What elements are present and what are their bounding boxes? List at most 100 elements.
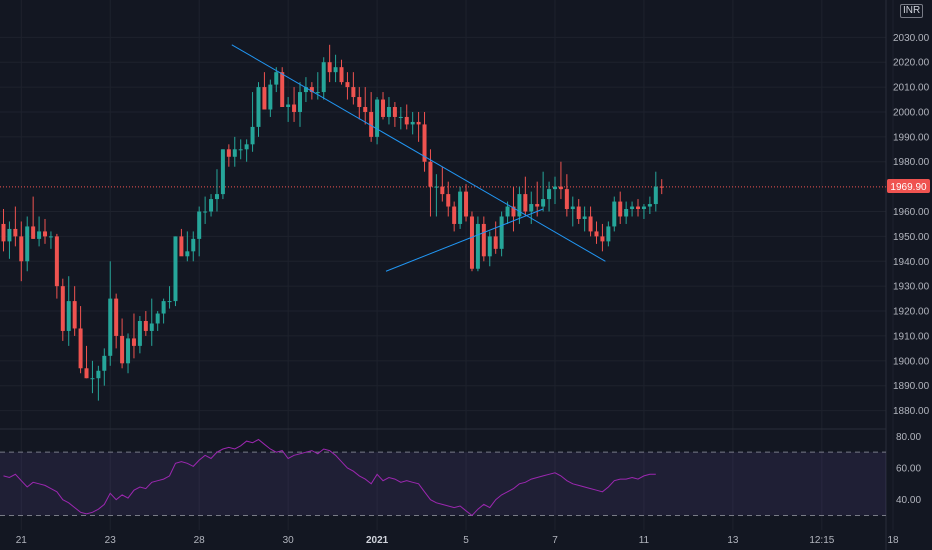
price-tick-label: 1910.00 — [893, 331, 930, 342]
time-tick-label: 18 — [887, 535, 899, 546]
candle-body — [452, 206, 457, 224]
candle-body — [209, 199, 214, 212]
candle-body — [434, 186, 439, 188]
candle-body — [345, 82, 350, 88]
candle-body — [641, 206, 646, 210]
candles — [1, 44, 664, 401]
time-tick-label: 5 — [463, 535, 469, 546]
candle-body — [149, 323, 154, 331]
price-tick-label: 2010.00 — [893, 83, 930, 94]
candle-body — [392, 107, 397, 117]
candle-body — [155, 313, 160, 324]
candle-body — [1, 223, 6, 242]
last-price-label: 1969.90 — [887, 179, 930, 193]
candle-body — [54, 236, 59, 287]
candle-body — [588, 216, 593, 232]
candle-body — [647, 204, 652, 207]
candle-body — [499, 216, 504, 249]
candle-body — [410, 121, 415, 125]
candle-body — [624, 209, 629, 217]
time-tick-label: 13 — [727, 535, 739, 546]
candle-body — [600, 236, 605, 242]
candle-body — [422, 124, 427, 162]
candle-body — [612, 201, 617, 227]
candle-body — [404, 116, 409, 125]
candle-body — [618, 201, 623, 217]
candle-body — [137, 321, 142, 346]
time-tick-label: 23 — [105, 535, 117, 546]
candle-body — [576, 206, 581, 219]
price-tick-label: 2000.00 — [893, 107, 930, 118]
candle-body — [214, 194, 219, 200]
trendlines[interactable] — [231, 44, 606, 272]
time-tick-label: 12:15 — [809, 535, 834, 546]
candle-body — [96, 370, 101, 379]
candle-body — [487, 236, 492, 257]
candle-body — [339, 67, 344, 83]
candle-body — [375, 99, 380, 137]
candle-body — [381, 99, 386, 117]
trendline-support[interactable] — [385, 208, 544, 272]
candle-body — [481, 223, 486, 257]
candle-body — [226, 149, 231, 157]
candle-body — [570, 206, 575, 210]
candle-body — [535, 204, 540, 207]
candle-body — [659, 186, 664, 188]
candle-body — [244, 144, 249, 150]
last-price-badge — [887, 179, 930, 193]
candle-body — [48, 236, 53, 238]
candle-body — [517, 194, 522, 217]
trendline-resistance[interactable] — [231, 44, 606, 262]
last-price-text: 1969.90 — [890, 182, 927, 193]
candle-body — [31, 226, 36, 239]
candle-body — [268, 84, 273, 110]
candle-body — [197, 211, 202, 239]
time-tick-label: 21 — [16, 535, 28, 546]
price-tick-label: 1940.00 — [893, 257, 930, 268]
time-axis[interactable]: 21 23 28 30 2021 5 7 11 13 12:15 18 — [16, 535, 899, 546]
price-tick-label: 1880.00 — [893, 406, 930, 417]
candle-body — [606, 226, 611, 242]
time-tick-label: 2021 — [366, 535, 389, 546]
candle-body — [558, 186, 563, 190]
candle-body — [102, 355, 107, 371]
candle-body — [203, 211, 208, 213]
candle-body — [19, 236, 24, 262]
candle-body — [274, 72, 279, 85]
rsi-axis[interactable]: 80.00 60.00 40.00 — [896, 432, 921, 506]
candle-body — [84, 368, 89, 379]
candle-body — [523, 194, 528, 212]
candle-body — [108, 298, 113, 356]
candle-body — [298, 92, 302, 112]
price-axis[interactable]: 2030.00 2020.00 2010.00 2000.00 1990.00 1980.… — [893, 33, 930, 417]
candle-body — [161, 301, 166, 314]
currency-badge[interactable]: INR — [900, 4, 924, 18]
candle-body — [126, 338, 131, 364]
candle-body — [43, 231, 48, 237]
candle-body — [13, 228, 18, 237]
candle-body — [552, 186, 557, 190]
price-tick-label: 1950.00 — [893, 232, 930, 243]
candle-body — [440, 186, 445, 195]
candle-body — [398, 116, 403, 118]
candle-body — [232, 149, 237, 157]
candle-body — [292, 104, 297, 112]
candle-body — [511, 206, 516, 217]
candle-body — [250, 126, 255, 145]
price-tick-label: 1990.00 — [893, 132, 930, 143]
candle-body — [582, 216, 587, 219]
candle-body — [464, 191, 469, 217]
candle-body — [280, 72, 285, 107]
time-tick-label: 11 — [639, 535, 650, 546]
price-tick-label: 2030.00 — [893, 33, 930, 44]
candle-body — [493, 236, 498, 249]
price-tick-label: 1900.00 — [893, 356, 930, 367]
candle-body — [131, 338, 136, 346]
price-tick-label: 1920.00 — [893, 307, 930, 318]
candle-body — [120, 335, 125, 364]
candle-body — [220, 149, 225, 195]
price-tick-label: 1960.00 — [893, 207, 930, 218]
candle-body — [238, 149, 243, 151]
candle-body — [327, 62, 332, 73]
